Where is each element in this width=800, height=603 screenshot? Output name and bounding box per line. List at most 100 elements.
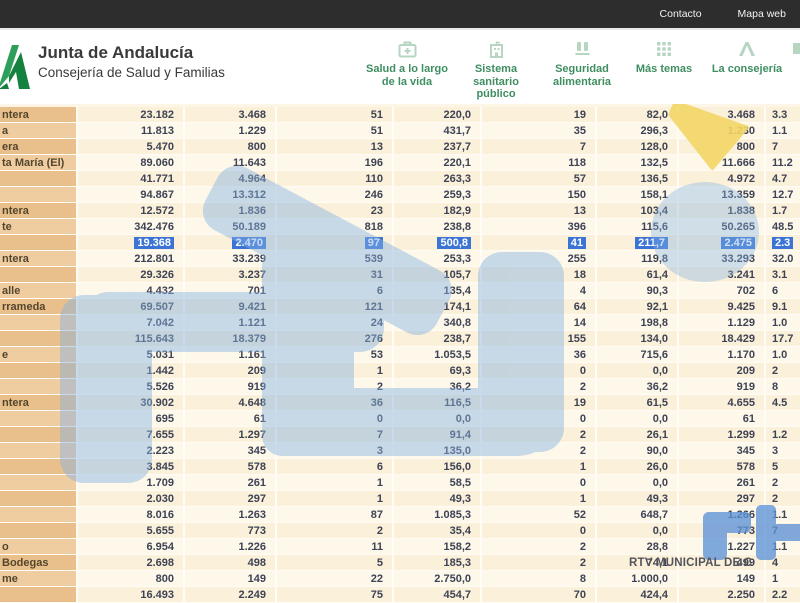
- value-cell: 212.801: [78, 251, 185, 266]
- value-cell: 3.845: [78, 459, 185, 474]
- value-cell: 116,5: [394, 395, 482, 410]
- table-row[interactable]: alle 4.432 701 6 135,4 4 90,3 702 6: [0, 283, 800, 299]
- value-cell: 61,5: [597, 395, 679, 410]
- table-row[interactable]: 8.016 1.263 87 1.085,3 52 648,7 1.266 1.1: [0, 507, 800, 523]
- table-row[interactable]: a 11.813 1.229 51 431,7 35 296,3 1.230 1.1: [0, 123, 800, 139]
- value-cell: 3.237: [185, 267, 277, 282]
- municipality-name-cell: [0, 491, 78, 506]
- municipality-name-cell: [0, 267, 78, 282]
- value-cell: 121: [277, 299, 394, 314]
- value-cell: 32.0: [766, 251, 800, 266]
- value-cell: 345: [185, 443, 277, 458]
- value-cell: 36: [482, 347, 597, 362]
- table-row[interactable]: 7.655 1.297 7 91,4 2 26,1 1.299 1.2: [0, 427, 800, 443]
- table-row[interactable]: ntera 12.572 1.836 23 182,9 13 103,4 1.838 1.7: [0, 203, 800, 219]
- value-cell: 4: [482, 283, 597, 298]
- table-row[interactable]: 5.655 773 2 35,4 0 0,0 773 7: [0, 523, 800, 539]
- table-row[interactable]: 94.867 13.312 246 259,3 150 158,1 13.359 12.7: [0, 187, 800, 203]
- value-cell: 35: [482, 123, 597, 138]
- brand-block[interactable]: Junta de Andalucía Consejería de Salud y…: [38, 42, 225, 82]
- hospital-icon: [488, 38, 505, 60]
- municipality-name-cell: a: [0, 123, 78, 138]
- table-row[interactable]: ntera 212.801 33.239 539 253,3 255 119,8 33.293…: [0, 251, 800, 267]
- sitemap-link[interactable]: Mapa web: [737, 8, 786, 20]
- nav-item-partial[interactable]: [793, 34, 800, 60]
- value-cell: 69,3: [394, 363, 482, 378]
- partial-nav-icon: [793, 38, 800, 60]
- value-cell: 1.230: [679, 123, 766, 138]
- nav-item-sistema-sanitario[interactable]: Sistema sanitario público: [455, 34, 537, 101]
- municipality-name-cell: me: [0, 571, 78, 586]
- value-cell: 7: [482, 139, 597, 154]
- value-cell: 0,0: [597, 411, 679, 426]
- table-row[interactable]: 1.442 209 1 69,3 0 0,0 209 2: [0, 363, 800, 379]
- table-row[interactable]: te 342.476 50.189 818 238,8 396 115,6 50.265 48.…: [0, 219, 800, 235]
- value-cell: 255: [482, 251, 597, 266]
- contact-link[interactable]: Contacto: [659, 8, 702, 20]
- nav-item-mas-temas[interactable]: Más temas: [627, 34, 701, 76]
- value-cell: 800: [679, 139, 766, 154]
- table-row[interactable]: 7.042 1.121 24 340,8 14 198,8 1.129 1.0: [0, 315, 800, 331]
- value-cell: 1: [277, 475, 394, 490]
- table-row[interactable]: o 6.954 1.226 11 158,2 2 28,8 1.227 1.1: [0, 539, 800, 555]
- table-row[interactable]: 1.709 261 1 58,5 0 0,0 261 2: [0, 475, 800, 491]
- nav-item-seguridad-alimentaria[interactable]: Seguridad alimentaria: [537, 34, 627, 88]
- value-cell: 13: [482, 203, 597, 218]
- value-cell: 1.161: [185, 347, 277, 362]
- table-row[interactable]: rrameda 69.507 9.421 121 174,1 64 92,1 9.425 9.1: [0, 299, 800, 315]
- table-row[interactable]: 2.030 297 1 49,3 1 49,3 297 2: [0, 491, 800, 507]
- table-row[interactable]: era 5.470 800 13 237,7 7 128,0 800 7: [0, 139, 800, 155]
- table-row[interactable]: ntera 30.902 4.648 36 116,5 19 61,5 4.655 4.5: [0, 395, 800, 411]
- value-cell: 1.0: [766, 315, 800, 330]
- value-cell: 2: [482, 443, 597, 458]
- value-cell: 35,4: [394, 523, 482, 538]
- table-row[interactable]: 29.326 3.237 31 105,7 18 61,4 3.241 3.1: [0, 267, 800, 283]
- value-cell: 12.572: [78, 203, 185, 218]
- nav-label: Más temas: [635, 63, 693, 75]
- value-cell: 33.239: [185, 251, 277, 266]
- food-safety-icon: [573, 38, 592, 60]
- value-cell: 773: [185, 523, 277, 538]
- value-cell: 198,8: [597, 315, 679, 330]
- value-cell: 2: [482, 379, 597, 394]
- table-row[interactable]: me 800 149 22 2.750,0 8 1.000,0 149 1: [0, 571, 800, 587]
- table-row[interactable]: 2.223 345 3 135,0 2 90,0 345 3: [0, 443, 800, 459]
- value-cell: 0: [482, 411, 597, 426]
- value-cell: 3.468: [679, 107, 766, 122]
- value-cell: 3.1: [766, 267, 800, 282]
- value-cell: 11.666: [679, 155, 766, 170]
- value-cell: 8: [766, 379, 800, 394]
- value-cell: 174,1: [394, 299, 482, 314]
- table-row[interactable]: ta María (El) 89.060 11.643 196 220,1 118 132,…: [0, 155, 800, 171]
- table-row[interactable]: Bodegas 2.698 498 5 185,3 2 74,1 499 4: [0, 555, 800, 571]
- municipality-name-cell: era: [0, 139, 78, 154]
- value-cell: 2.223: [78, 443, 185, 458]
- value-cell: 158,1: [597, 187, 679, 202]
- municipality-name-cell: [0, 315, 78, 330]
- table-row[interactable]: 41.771 4.964 110 263,3 57 136,5 4.972 4.7: [0, 171, 800, 187]
- table-row[interactable]: 3.845 578 6 156,0 1 26,0 578 5: [0, 459, 800, 475]
- org-title: Junta de Andalucía: [38, 43, 194, 62]
- value-cell: 1.838: [679, 203, 766, 218]
- junta-andalucia-logo-icon[interactable]: [0, 42, 31, 97]
- table-row[interactable]: ntera 23.182 3.468 51 220,0 19 82,0 3.468 3.3: [0, 107, 800, 123]
- table-row[interactable]: 16.493 2.249 75 454,7 70 424,4 2.250 2.2: [0, 587, 800, 603]
- municipality-name-cell: ta María (El): [0, 155, 78, 170]
- table-row[interactable]: 695 61 0 0,0 0 0,0 61: [0, 411, 800, 427]
- value-cell: 1.0: [766, 347, 800, 362]
- table-row[interactable]: 115.643 18.379 276 238,7 155 134,0 18.429 17.7: [0, 331, 800, 347]
- table-row[interactable]: e 5.031 1.161 53 1.053,5 36 715,6 1.170 1.0: [0, 347, 800, 363]
- value-cell: 648,7: [597, 507, 679, 522]
- value-cell: 110: [277, 171, 394, 186]
- nav-item-salud-vida[interactable]: Salud a lo largo de la vida: [359, 34, 455, 88]
- value-cell: 1.229: [185, 123, 277, 138]
- value-cell: 29.326: [78, 267, 185, 282]
- value-cell: 90,3: [597, 283, 679, 298]
- table-row[interactable]: 5.526 919 2 36,2 2 36,2 919 8: [0, 379, 800, 395]
- value-cell: 1: [482, 491, 597, 506]
- nav-item-la-consejeria[interactable]: La consejería: [701, 34, 793, 76]
- value-cell: [766, 411, 800, 426]
- value-cell: 7.042: [78, 315, 185, 330]
- table-row[interactable]: 19.368 2.470 97 500,8 41 211,7 2.475 2.3: [0, 235, 800, 251]
- value-cell: 91,4: [394, 427, 482, 442]
